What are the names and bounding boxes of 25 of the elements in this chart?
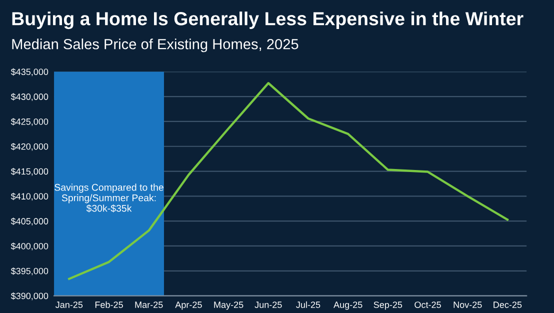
x-tick-label: Jul-25 (296, 301, 320, 308)
y-tick-label: $420,000 (10, 142, 48, 151)
band-label: Savings Compared to the Spring/Summer Peak: $30k-$35k (54, 184, 164, 212)
x-tick-label: Jun-25 (254, 302, 282, 308)
x-tick-label: Dec-25 (494, 302, 522, 308)
chart-title: Buying a Home Is Generally Less Expensive in the Winter (12, 12, 524, 30)
x-tick-label: Aug-25 (334, 302, 362, 310)
y-tick-label: $415,000 (10, 168, 48, 176)
x-tick-label: Jan-25 (55, 302, 83, 308)
x-tick-label: Oct-25 (414, 302, 441, 308)
y-tick-label: $395,000 (10, 267, 48, 276)
y-tick-label: $425,000 (10, 118, 48, 126)
chart-subtitle: Median Sales Price of Existing Homes, 2025 (12, 38, 298, 52)
x-tick-label: Apr-25 (175, 302, 202, 310)
x-tick-label: Mar-25 (135, 302, 163, 308)
y-tick-label: $410,000 (10, 192, 48, 201)
x-tick-label: May-25 (214, 302, 244, 310)
y-tick-label: $435,000 (10, 68, 48, 76)
y-tick-label: $390,000 (10, 292, 48, 300)
y-tick-label: $430,000 (10, 93, 48, 102)
y-tick-label: $400,000 (10, 242, 48, 250)
x-tick-label: Feb-25 (95, 301, 123, 308)
y-tick-label: $405,000 (10, 218, 48, 226)
x-tick-label: Sep-25 (374, 302, 402, 310)
x-tick-label: Nov-25 (454, 302, 482, 308)
